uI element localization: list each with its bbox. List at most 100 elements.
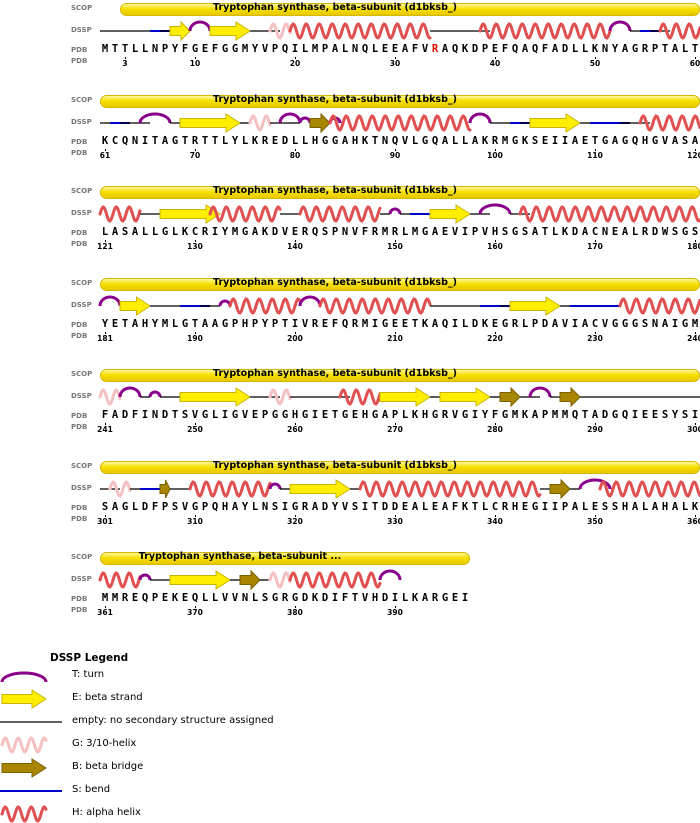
legend-bend-label: S: bend [72, 784, 111, 795]
dssp-turn [298, 295, 322, 306]
residue: D [651, 226, 659, 238]
scop-label: SCOP [71, 553, 93, 561]
residue: T [691, 43, 699, 55]
residue: E [591, 500, 599, 513]
residue: G [291, 500, 299, 513]
residue: P [321, 43, 329, 55]
residue: G [611, 317, 619, 330]
residue-number: 250 [187, 425, 203, 434]
dssp-track [98, 295, 700, 316]
residue-number: 40 [489, 59, 501, 68]
dssp-turn [528, 386, 552, 398]
residue: E [641, 409, 649, 421]
residue: G [281, 409, 289, 421]
residue: I [631, 409, 639, 421]
pdb-label-numbers: PDB [71, 606, 88, 614]
residue: Y [251, 43, 259, 55]
residue: G [221, 317, 229, 330]
dssp-track [98, 569, 402, 591]
residue: F [211, 43, 219, 55]
residue-number: 320 [287, 516, 303, 526]
residue: R [121, 592, 129, 604]
residue: E [251, 409, 259, 421]
residue: S [681, 409, 689, 421]
residue: P [541, 409, 549, 421]
pdb-label-numbers: PDB [71, 331, 88, 340]
residue: E [431, 500, 439, 513]
dssp-turn [138, 112, 172, 123]
residue: L [681, 500, 689, 513]
residue-number: 181 [97, 333, 113, 343]
residue: G [161, 226, 169, 238]
residue: S [691, 226, 699, 238]
residue: Q [311, 226, 319, 238]
residue: R [491, 134, 499, 147]
legend-strand-label: E: beta strand [72, 692, 143, 703]
residue: S [101, 500, 109, 513]
residue: D [281, 134, 289, 147]
residue: H [661, 500, 669, 513]
residue: T [181, 134, 189, 147]
residue: P [391, 409, 399, 421]
residue: P [231, 317, 239, 330]
residue: K [251, 134, 259, 147]
residue: E [401, 500, 409, 513]
residue: A [131, 226, 139, 238]
residue: Y [611, 43, 619, 55]
residue: M [361, 317, 369, 330]
dssp-bridge [499, 386, 521, 408]
residue-number: 220 [487, 333, 503, 343]
legend-helix-glyph [0, 805, 48, 823]
sequence-row: SCOP DSSP PDB PDB Tryptophan synthase, beta-… [0, 458, 700, 538]
residue: G [501, 317, 509, 330]
residue: G [621, 134, 629, 147]
residue: L [641, 500, 649, 513]
residue: N [241, 592, 249, 604]
residue: N [651, 317, 659, 330]
residue-number: 290 [587, 425, 603, 434]
residue: A [251, 226, 259, 238]
tick-mark [194, 606, 196, 608]
residue: E [451, 592, 459, 604]
residue: L [301, 43, 309, 55]
residue: K [521, 409, 529, 421]
residue: R [441, 409, 449, 421]
residue: S [521, 226, 529, 238]
residue: Q [281, 43, 289, 55]
residue: I [691, 409, 699, 421]
residue: L [451, 134, 459, 147]
residue: G [681, 317, 689, 330]
residue: F [541, 43, 549, 55]
residue: G [321, 134, 329, 147]
dssp-turn [608, 20, 632, 32]
residue: T [151, 134, 159, 147]
residue-number: 390 [387, 608, 403, 617]
residue: G [631, 43, 639, 55]
dssp-helix [338, 388, 382, 406]
residue: K [261, 226, 269, 238]
residue: V [351, 226, 359, 238]
residue: E [521, 500, 529, 513]
residue-number: 370 [187, 608, 203, 617]
dssp-strand [119, 295, 151, 316]
residue: H [421, 409, 429, 421]
residue: P [251, 317, 259, 330]
dssp-turn [468, 112, 492, 123]
residue: I [331, 592, 339, 604]
residue: S [531, 134, 539, 147]
residue: R [641, 226, 649, 238]
dssp-track [100, 478, 700, 499]
residue: M [411, 226, 419, 238]
tick-mark [194, 57, 196, 59]
residue: L [461, 317, 469, 330]
residue: R [301, 226, 309, 238]
legend-g310-glyph [0, 736, 48, 754]
residue: M [231, 226, 239, 238]
residue: V [301, 317, 309, 330]
residue: E [441, 226, 449, 238]
residue: N [261, 500, 269, 513]
residue: L [171, 317, 179, 330]
residue: T [121, 43, 129, 55]
residue: D [471, 317, 479, 330]
